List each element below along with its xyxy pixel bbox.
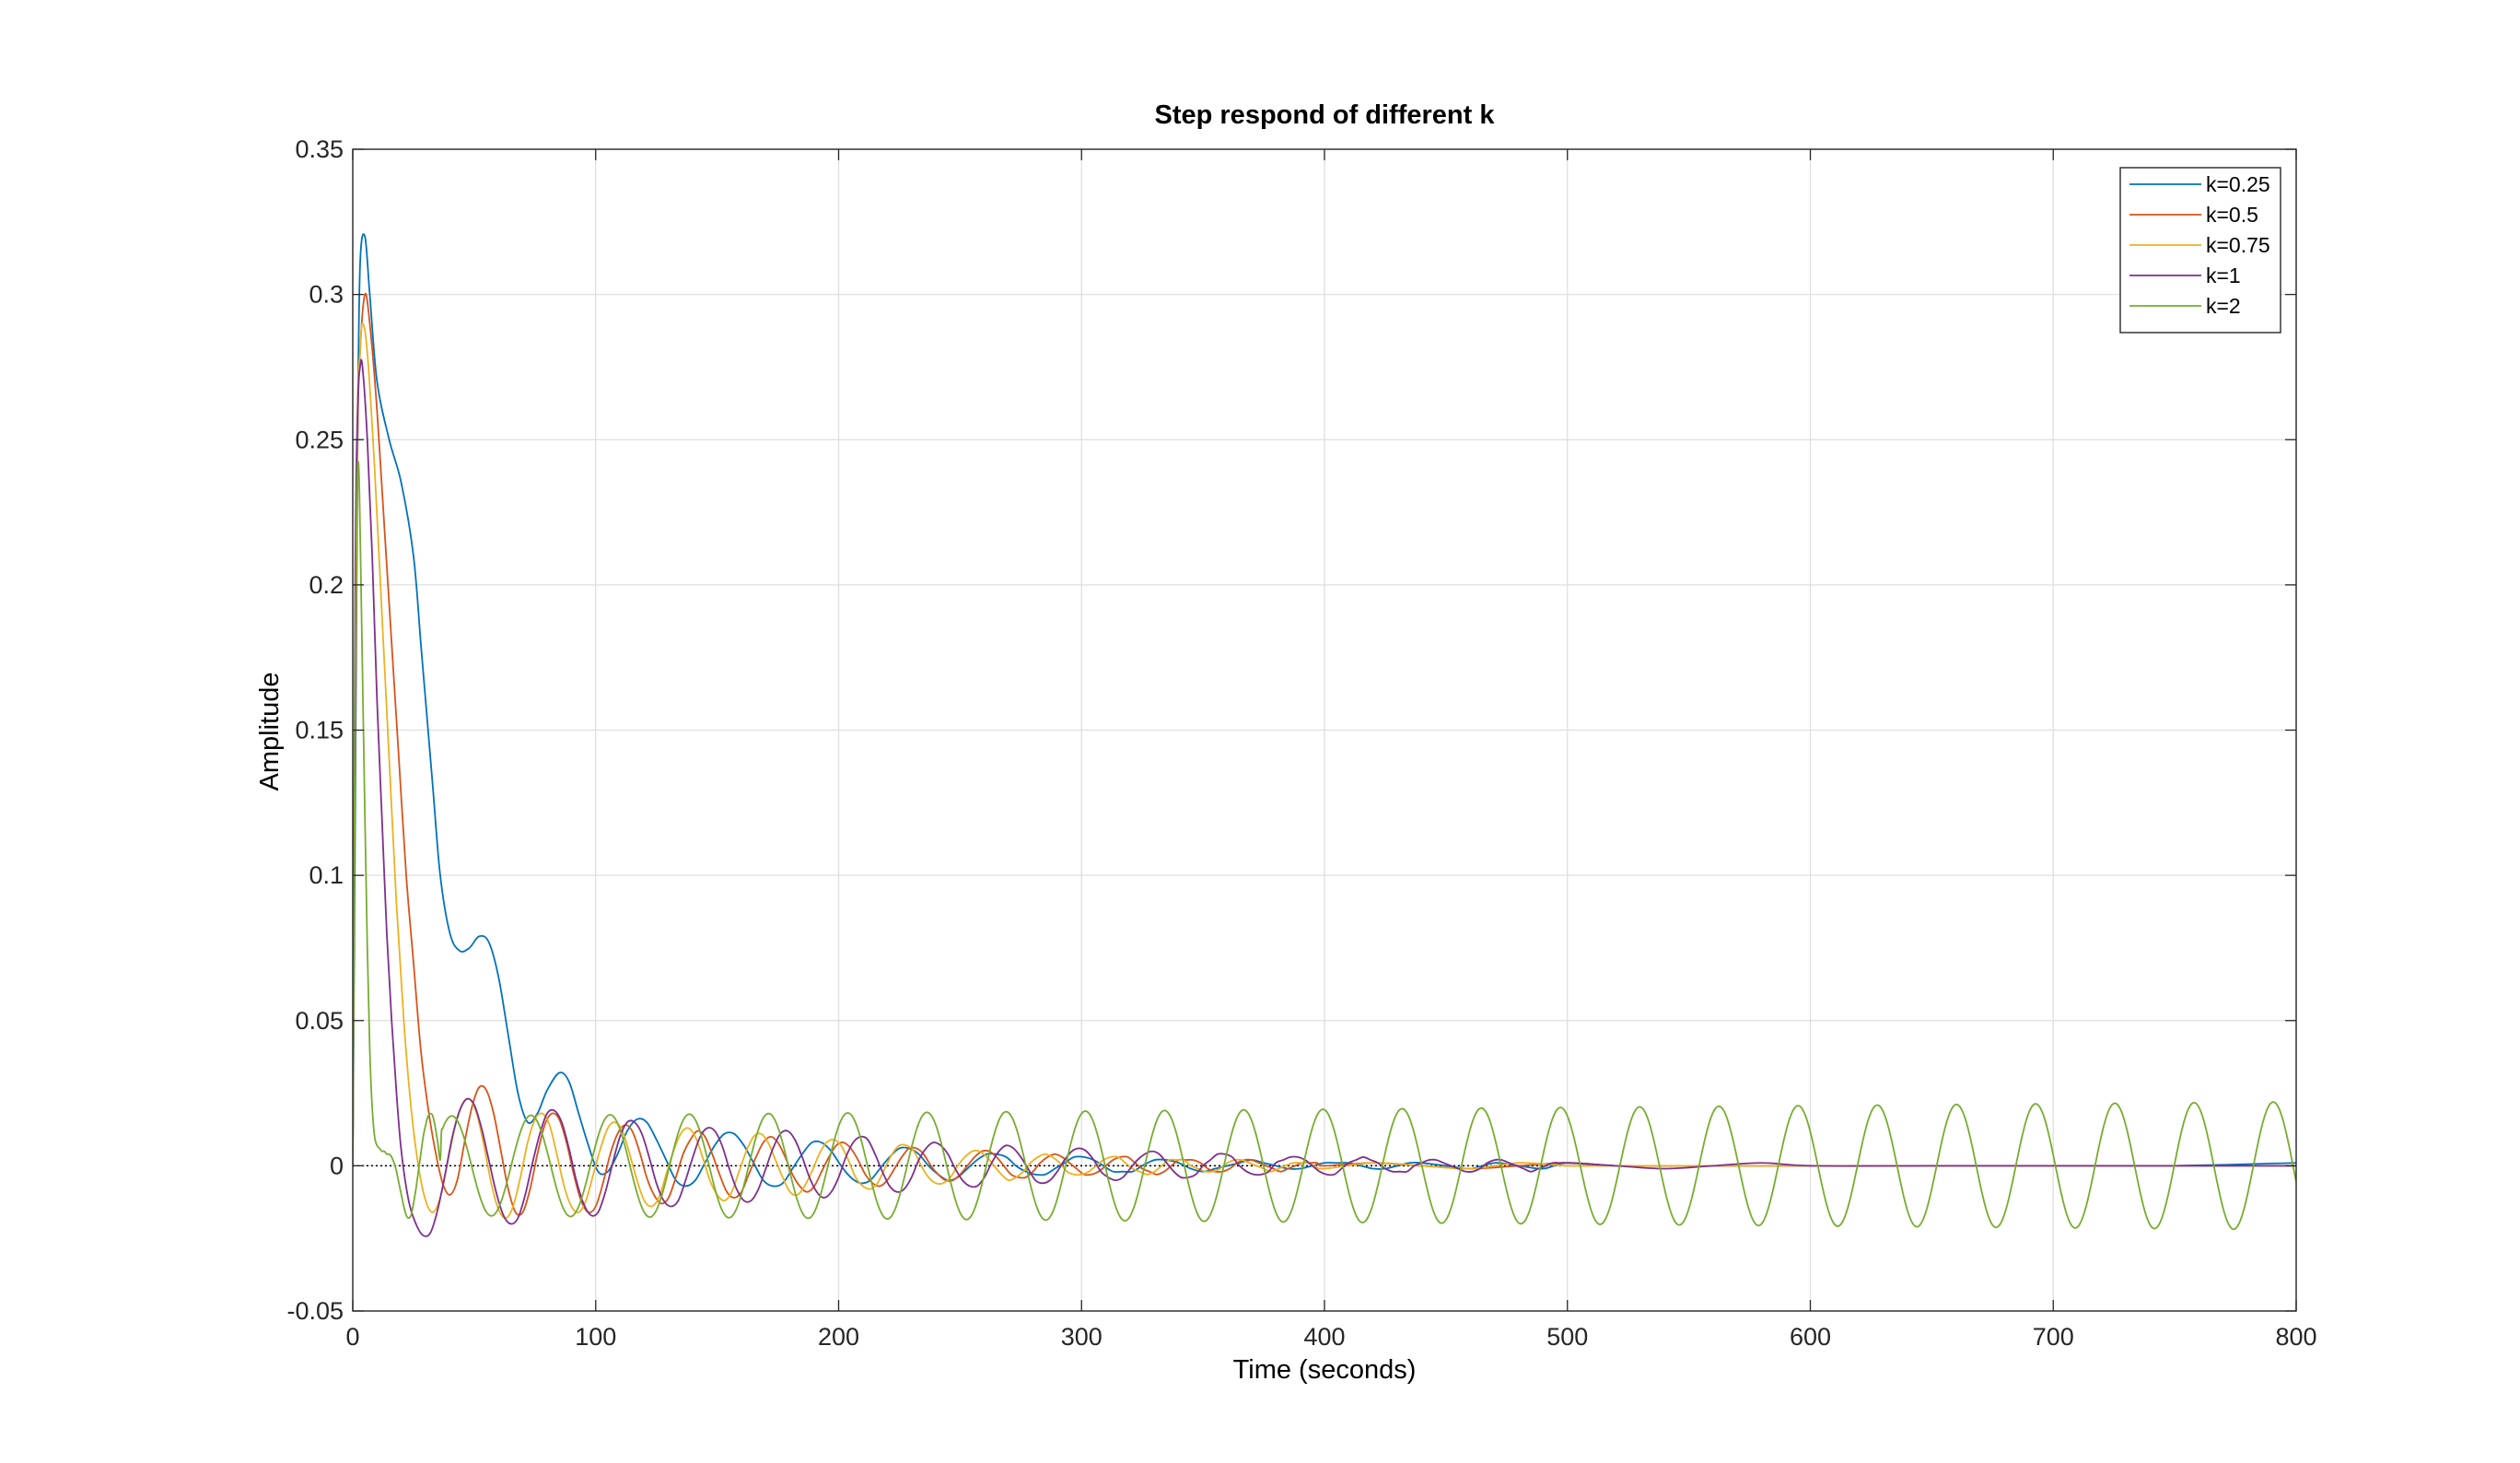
y-tick-label: 0.05 xyxy=(295,1007,344,1035)
legend: k=0.25 k=0.5 k=0.75 k=1 k=2 xyxy=(2119,167,2281,334)
series-group xyxy=(353,233,2296,1237)
x-tick-label: 100 xyxy=(575,1323,616,1351)
x-tick-label: 400 xyxy=(1303,1323,1345,1351)
y-axis-label: Amplitude xyxy=(255,673,285,791)
axis-ticks: 0 100 200 300 400 500 600 700 800-0.0500.050.10.… xyxy=(286,135,2316,1351)
x-tick-label: 300 xyxy=(1061,1323,1102,1351)
x-tick-label: 700 xyxy=(2033,1323,2074,1351)
x-tick-label: 0 xyxy=(345,1323,359,1351)
x-tick-label: 200 xyxy=(818,1323,859,1351)
legend-label: k=0.5 xyxy=(2206,203,2258,227)
y-tick-label: 0.1 xyxy=(309,861,344,889)
series-line-k-0-75 xyxy=(353,322,2296,1220)
x-axis-label: Time (seconds) xyxy=(1233,1355,1417,1385)
legend-label: k=1 xyxy=(2206,263,2241,287)
y-tick-label: -0.05 xyxy=(286,1297,344,1325)
x-tick-label: 800 xyxy=(2275,1323,2316,1351)
y-tick-label: 0.2 xyxy=(309,571,344,599)
y-tick-label: 0 xyxy=(330,1152,344,1179)
x-tick-label: 500 xyxy=(1546,1323,1588,1351)
series-line-k-1 xyxy=(353,358,2296,1237)
legend-label: k=2 xyxy=(2206,294,2241,318)
y-tick-label: 0.35 xyxy=(295,135,344,163)
chart-title: Step respond of different k xyxy=(1155,100,1496,130)
series-line-k-2 xyxy=(353,460,2296,1231)
y-tick-label: 0.3 xyxy=(309,281,344,309)
legend-label: k=0.25 xyxy=(2206,172,2270,196)
y-tick-label: 0.15 xyxy=(295,717,344,744)
series-lines xyxy=(353,233,2296,1237)
series-line-k-0-25 xyxy=(353,233,2296,1188)
x-tick-label: 600 xyxy=(1790,1323,1831,1351)
y-tick-label: 0.25 xyxy=(295,426,344,453)
legend-label: k=0.75 xyxy=(2206,233,2270,257)
